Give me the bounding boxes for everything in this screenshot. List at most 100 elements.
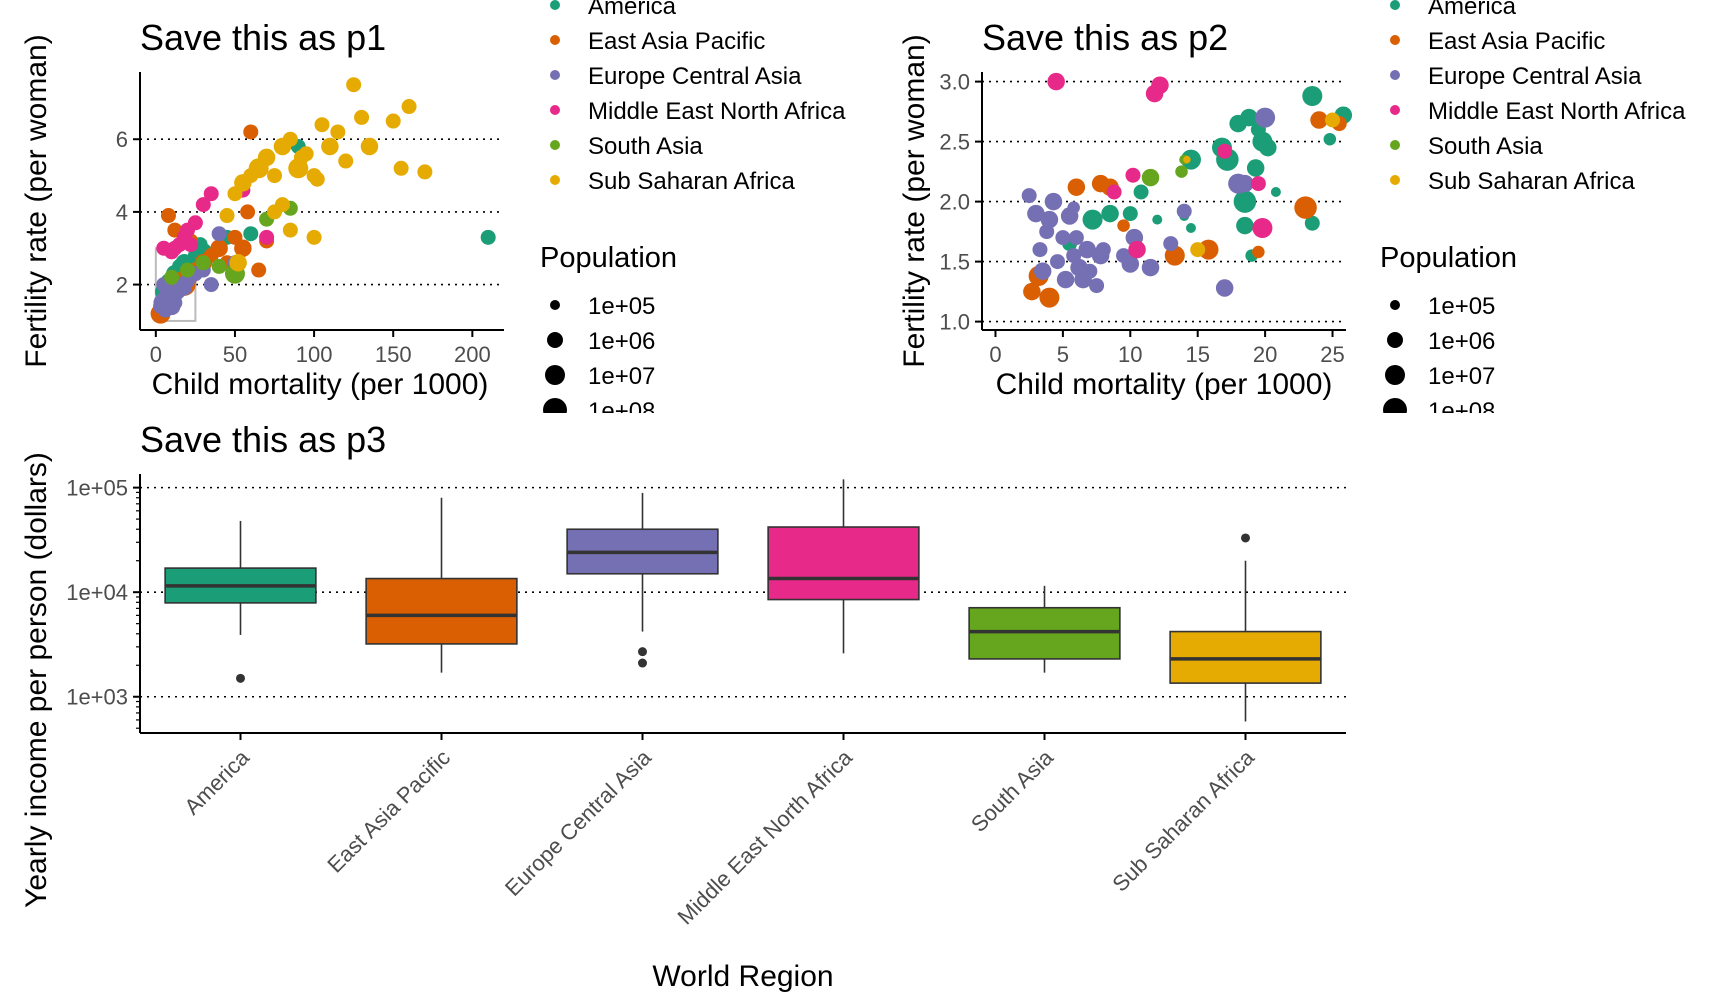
- p2-legend-population-title: Population: [1380, 242, 1517, 274]
- p3-y-tick-label: 1e+05: [66, 476, 128, 501]
- p1-legend-key-europe-central-asia: [550, 70, 560, 80]
- p3-y-tick-label: 1e+04: [66, 580, 128, 605]
- p1-legend-size-label: 1e+07: [588, 363, 655, 390]
- p1-point-south-asia: [195, 255, 211, 271]
- p2-point-middle-east-north-africa: [1106, 184, 1122, 200]
- p2-legend-size-label: 1e+07: [1428, 363, 1495, 390]
- p1-point-europe-central-asia: [211, 226, 227, 242]
- p1-point-east-asia-pacific: [160, 208, 176, 224]
- p1-legend: America East Asia Pacific Europe Central A…: [540, 0, 846, 425]
- p1-gridlines: [140, 138, 504, 286]
- p2-point-europe-central-asia: [1040, 210, 1059, 229]
- p1-point-sub-saharan-africa: [267, 204, 283, 220]
- p3-box-middle-east-north-africa: [767, 526, 920, 601]
- p3-box-east-asia-pacific: [365, 577, 518, 645]
- p1-point-sub-saharan-africa: [282, 222, 298, 238]
- p1-y-tick-label: 6: [116, 127, 128, 152]
- p3-box-america-outlier: [236, 673, 245, 683]
- p1-point-sub-saharan-africa: [354, 109, 370, 125]
- p1-point-sub-saharan-africa: [219, 208, 235, 224]
- p1-x-tick-label: 100: [296, 342, 333, 367]
- p1-legend-label-sub-saharan-africa: Sub Saharan Africa: [588, 168, 795, 195]
- p2-point-east-asia-pacific: [1198, 239, 1219, 260]
- p1-point-europe-central-asia: [167, 295, 183, 311]
- p2-x-tick-label: 10: [1118, 342, 1142, 367]
- p1-legend-size-label: 1e+05: [588, 293, 655, 320]
- p2-x-tick-label: 5: [1057, 342, 1069, 367]
- p2-point-america: [1082, 209, 1103, 230]
- p1-x-tick-label: 50: [223, 342, 247, 367]
- p1-point-sub-saharan-africa: [330, 124, 346, 140]
- p1-point-east-asia-pacific: [243, 124, 259, 140]
- p2-point-sub-saharan-africa: [1190, 242, 1206, 258]
- p1-point-sub-saharan-africa: [338, 153, 354, 169]
- p1-point-east-asia-pacific: [240, 204, 256, 220]
- p2-point-middle-east-north-africa: [1250, 176, 1266, 192]
- p1-point-south-asia: [164, 269, 180, 285]
- p2-point-east-asia-pacific: [1117, 219, 1130, 232]
- p3-x-tick-label-america: America: [179, 744, 254, 819]
- p1-legend-size-label: 1e+06: [588, 328, 655, 355]
- p2-point-america: [1185, 223, 1196, 233]
- p2-point-east-asia-pacific: [1039, 287, 1060, 308]
- p2-y-axis-label: Fertility rate (per woman): [898, 34, 931, 367]
- p1-legend-size-key: [545, 365, 565, 385]
- p1-y-tick-label: 4: [116, 200, 128, 225]
- p2-y-tick-label: 2.5: [939, 130, 970, 155]
- p2-point-east-asia-pacific: [1252, 245, 1265, 259]
- p1-point-sub-saharan-africa: [282, 131, 298, 147]
- p1-point-sub-saharan-africa: [393, 160, 409, 176]
- p2-point-middle-east-north-africa: [1217, 143, 1233, 159]
- p2-point-europe-central-asia: [1082, 263, 1098, 279]
- p3-box-sub-saharan-africa-outlier: [1241, 533, 1250, 543]
- p1-point-sub-saharan-africa: [257, 148, 276, 167]
- p2-point-middle-east-north-africa: [1128, 240, 1146, 259]
- p1-legend-label-east-asia-pacific: East Asia Pacific: [588, 28, 765, 55]
- p2-legend-key-america: [1390, 0, 1400, 10]
- panel-p2: Save this as p2 1.0 1.5 2.0 2.5 3.0 0 5 10 15 20 2…: [898, 0, 1686, 425]
- p2-title: Save this as p2: [982, 17, 1228, 58]
- p1-legend-size-key: [550, 300, 560, 310]
- p1-y-tick-label: 2: [116, 273, 128, 298]
- p2-point-east-asia-pacific: [1067, 178, 1086, 196]
- p2-point-europe-central-asia: [1121, 255, 1140, 273]
- p3-x-tick-label-middle-east-north-africa: Middle East North Africa: [672, 744, 857, 929]
- p1-point-sub-saharan-africa: [314, 117, 330, 133]
- p3-boxes: [164, 479, 1322, 722]
- p1-legend-key-east-asia-pacific: [550, 35, 560, 45]
- p1-legend-key-america: [550, 0, 560, 10]
- p1-point-sub-saharan-africa: [401, 99, 417, 115]
- p1-point-east-asia-pacific: [210, 239, 228, 257]
- p2-y-tick-label: 1.0: [939, 310, 970, 335]
- p2-point-east-asia-pacific: [1023, 282, 1041, 301]
- p2-y-tick-label: 1.5: [939, 250, 970, 275]
- p1-legend-clip: [530, 413, 930, 425]
- p1-point-sub-saharan-africa: [309, 171, 325, 187]
- p2-point-america: [1180, 149, 1201, 170]
- p2-point-america: [1323, 132, 1337, 146]
- p2-point-middle-east-north-africa: [1047, 72, 1065, 91]
- p2-x-tick-label: 25: [1320, 342, 1344, 367]
- p1-point-middle-east-north-africa: [195, 197, 211, 213]
- p2-point-america: [1101, 204, 1119, 223]
- p2-legend-clip: [1370, 413, 1728, 425]
- p2-x-tick-label: 0: [989, 342, 1001, 367]
- p2-point-europe-central-asia: [1044, 192, 1063, 211]
- p2-point-europe-central-asia: [1176, 203, 1192, 219]
- p2-point-america: [1240, 108, 1258, 127]
- p1-point-sub-saharan-africa: [293, 149, 309, 165]
- p2-point-america: [1236, 216, 1254, 235]
- p2-legend-key-europe-central-asia: [1390, 70, 1400, 80]
- p2-point-south-asia: [1141, 168, 1160, 187]
- p3-x-tick-label-south-asia: South Asia: [966, 744, 1059, 837]
- p2-point-america: [1133, 184, 1149, 200]
- p1-y-axis-label: Fertility rate (per woman): [20, 34, 53, 367]
- p2-legend-key-sub-saharan-africa: [1390, 175, 1400, 185]
- p2-legend-label-south-asia: South Asia: [1428, 133, 1543, 160]
- p2-x-axis-label: Child mortality (per 1000): [996, 368, 1333, 401]
- p2-point-america: [1270, 187, 1281, 197]
- p1-point-sub-saharan-africa: [417, 164, 433, 180]
- p1-point-east-asia-pacific: [251, 262, 267, 278]
- p1-ticks: 2 4 6 0 50 100 150 200: [116, 127, 491, 367]
- p3-box-europe-central-asia-outlier: [638, 658, 647, 668]
